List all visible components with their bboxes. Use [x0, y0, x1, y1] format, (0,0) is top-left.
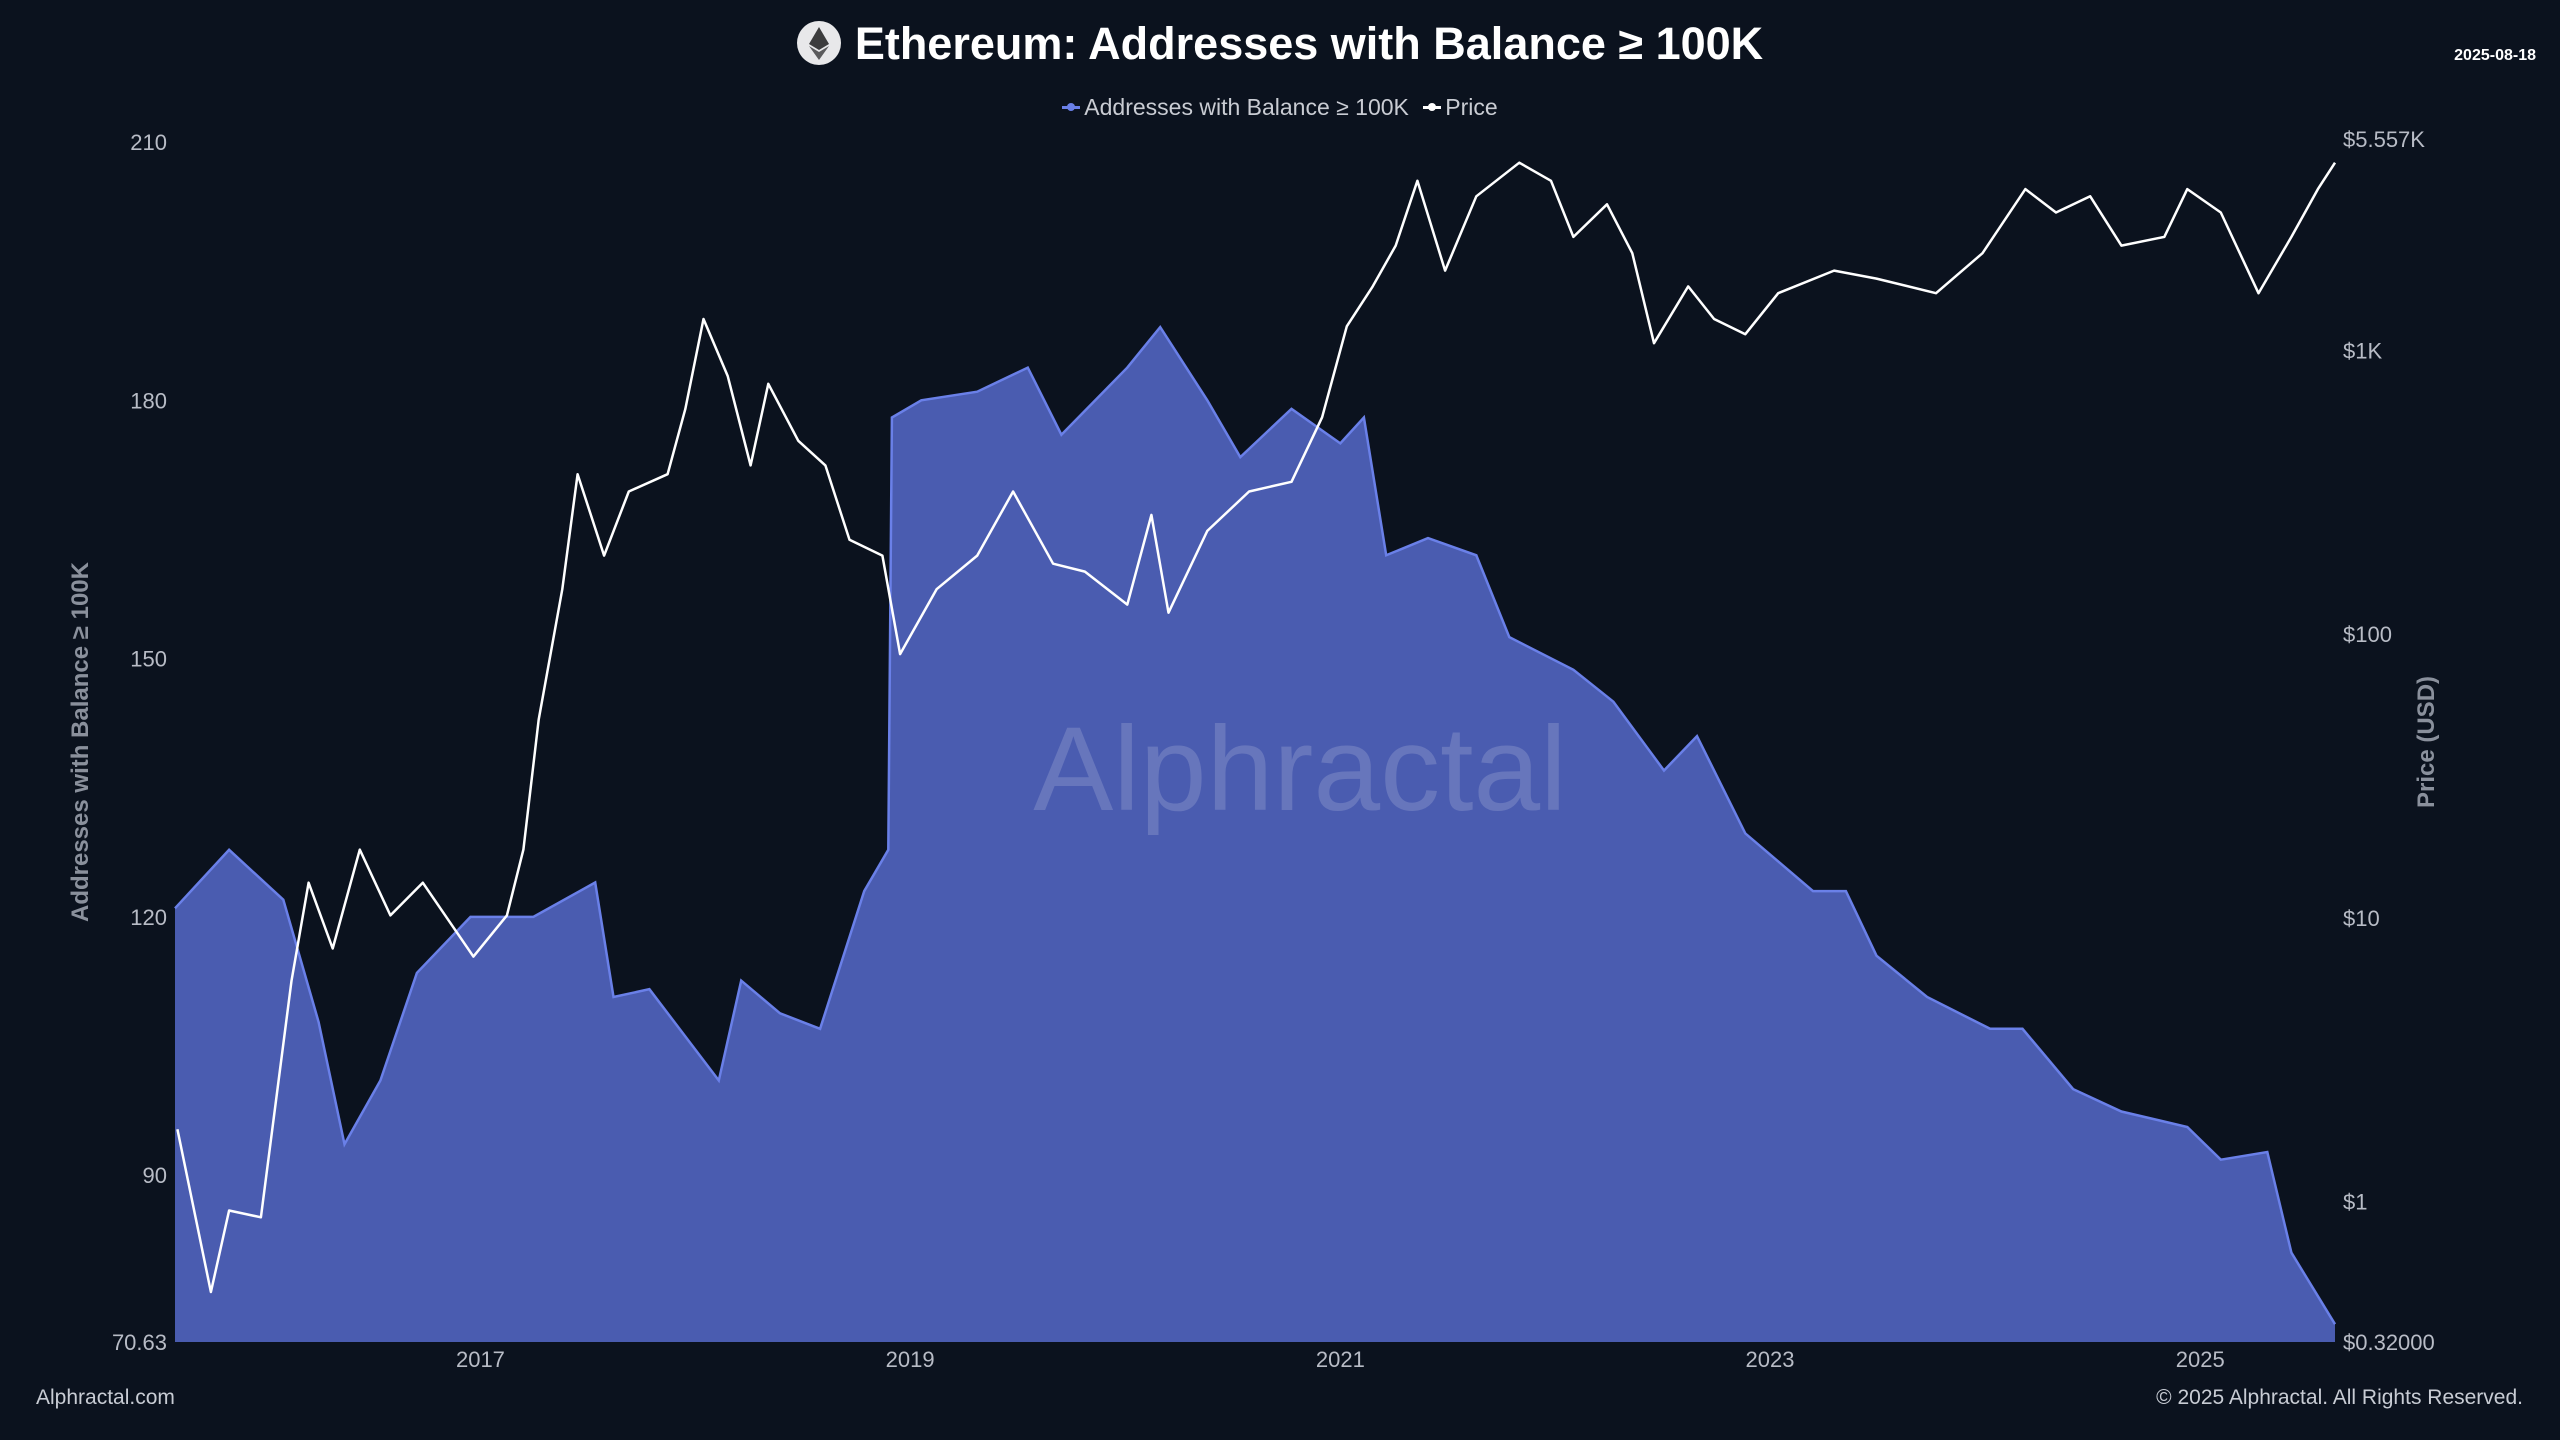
legend-marker-addresses: [1062, 103, 1081, 111]
chart-title: Ethereum: Addresses with Balance ≥ 100K: [0, 18, 2560, 70]
y-left-tick-label: 150: [130, 647, 167, 672]
addresses-line: [174, 324, 2337, 1325]
y-left-axis-title: Addresses with Balance ≥ 100K: [67, 561, 94, 922]
y-left-tick-label: 120: [130, 905, 167, 930]
x-tick-label: 2025: [2176, 1347, 2225, 1372]
y-right-tick-label: $100: [2343, 622, 2392, 647]
footer-copyright: © 2025 Alphractal. All Rights Reserved.: [2156, 1386, 2523, 1409]
x-tick-label: 2023: [1746, 1347, 1795, 1372]
legend-item-addresses[interactable]: Addresses with Balance ≥ 100K: [1062, 94, 1409, 121]
y-left-tick-label: 180: [130, 388, 167, 413]
y-left-tick-label: 210: [130, 130, 167, 155]
y-right-tick-label: $5.557K: [2343, 127, 2425, 152]
y-right-tick-label: $1K: [2343, 338, 2382, 363]
legend-marker-price: [1423, 103, 1442, 111]
chart-title-text: Ethereum: Addresses with Balance ≥ 100K: [854, 18, 1764, 69]
x-tick-label: 2021: [1316, 1347, 1365, 1372]
watermark: Alphractal: [1033, 702, 1567, 836]
x-tick-label: 2017: [456, 1347, 505, 1372]
x-tick-label: 2019: [886, 1347, 935, 1372]
y-left-tick-label: 70.63: [112, 1330, 167, 1355]
legend: Addresses with Balance ≥ 100K Price: [0, 88, 2560, 121]
legend-label-addresses: Addresses with Balance ≥ 100K: [1084, 94, 1409, 120]
addresses-area: [175, 327, 2335, 1343]
price-line: [176, 161, 2337, 1294]
y-left-tick-label: 90: [143, 1163, 167, 1188]
ethereum-logo-icon: [796, 21, 841, 65]
legend-item-price[interactable]: Price: [1423, 94, 1498, 121]
report-date: 2025-08-18: [2454, 47, 2536, 64]
y-right-axis-title: Price (USD): [2413, 676, 2440, 808]
legend-label-price: Price: [1445, 94, 1498, 120]
footer-site: Alphractal.com: [36, 1386, 175, 1409]
y-right-tick-label: $0.32000: [2343, 1330, 2435, 1355]
y-right-tick-label: $1: [2343, 1190, 2367, 1215]
y-right-tick-label: $10: [2343, 906, 2380, 931]
